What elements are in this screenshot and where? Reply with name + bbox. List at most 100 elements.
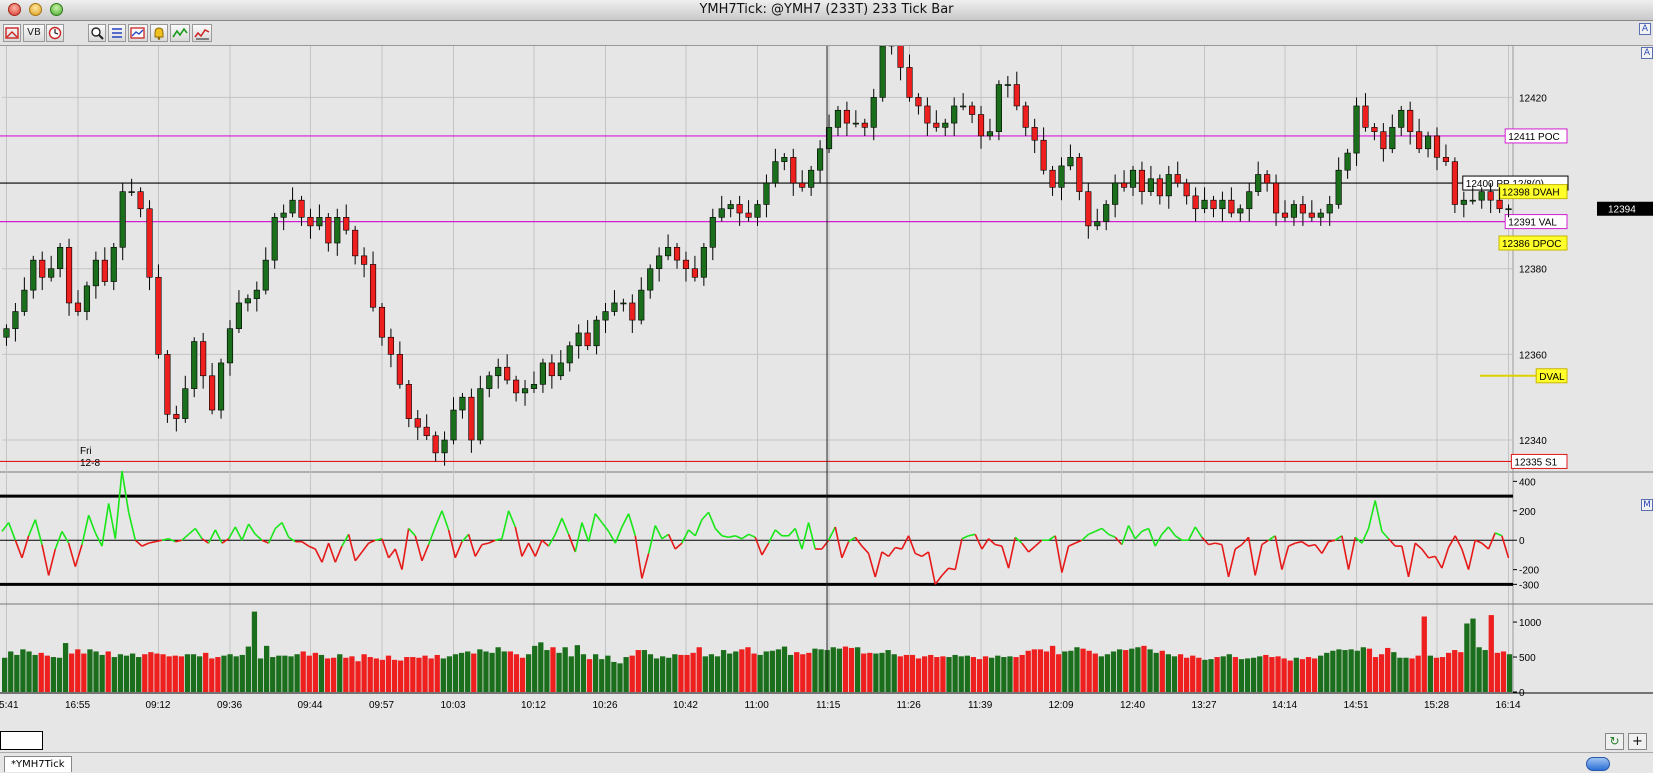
refresh-icon[interactable]: ↻ bbox=[1605, 733, 1624, 750]
list-icon[interactable] bbox=[108, 24, 126, 42]
osc-segment bbox=[361, 542, 370, 553]
candle bbox=[1174, 174, 1181, 184]
candle bbox=[1478, 191, 1485, 201]
volume-bar bbox=[733, 651, 739, 692]
candle bbox=[763, 182, 770, 205]
osc-segment bbox=[1167, 526, 1176, 537]
horizontal-scroll-thumb[interactable] bbox=[1586, 757, 1610, 771]
clock-icon[interactable] bbox=[46, 24, 64, 42]
osc-segment bbox=[27, 519, 37, 537]
volume-bar bbox=[178, 656, 184, 692]
crosshair-icon[interactable] bbox=[3, 24, 21, 42]
volume-bar bbox=[111, 657, 117, 692]
candle bbox=[39, 259, 46, 278]
level-label-box bbox=[1510, 453, 1568, 469]
volume-bar bbox=[361, 654, 367, 692]
volume-bar bbox=[897, 656, 903, 692]
volume-bar bbox=[196, 656, 203, 692]
candle bbox=[638, 289, 645, 321]
minimize-window-button[interactable] bbox=[29, 3, 42, 16]
date-marker-day: Fri bbox=[80, 446, 92, 457]
volume-bar bbox=[343, 657, 349, 692]
volume-bar bbox=[1086, 650, 1092, 692]
volume-bar bbox=[1324, 652, 1330, 692]
price-tick-label: 12380 bbox=[1519, 265, 1547, 276]
volume-bar bbox=[970, 657, 977, 692]
osc-segment bbox=[1481, 542, 1490, 550]
candle bbox=[521, 388, 529, 394]
time-tick-label: 10:03 bbox=[441, 700, 466, 711]
volume-bar bbox=[1385, 647, 1391, 692]
volume-bar bbox=[1506, 654, 1513, 692]
volume-bar bbox=[440, 658, 446, 692]
price-panel-a-button[interactable]: A bbox=[1641, 47, 1653, 59]
osc-segment bbox=[7, 522, 17, 541]
volume-bar bbox=[538, 642, 544, 692]
candle bbox=[1121, 182, 1128, 188]
osc-segment bbox=[261, 539, 269, 544]
volume-bar bbox=[915, 658, 922, 692]
osc-segment bbox=[67, 542, 77, 567]
candle bbox=[1210, 199, 1217, 210]
panel-a-button[interactable]: A bbox=[1639, 23, 1651, 35]
plus-icon[interactable]: + bbox=[1628, 733, 1647, 750]
volume-bar bbox=[599, 659, 605, 692]
chart-format-icon[interactable] bbox=[128, 24, 148, 42]
time-tick-label: 11:15 bbox=[816, 700, 841, 711]
volume-bar bbox=[117, 654, 124, 692]
candle bbox=[772, 161, 779, 184]
volume-bar bbox=[215, 657, 221, 692]
volume-bar bbox=[391, 659, 398, 692]
osc-segment bbox=[74, 544, 83, 567]
candle bbox=[155, 276, 162, 355]
alert-bell-icon[interactable] bbox=[150, 24, 168, 42]
osc-segment bbox=[848, 536, 856, 543]
candle bbox=[691, 268, 698, 278]
volume-bar bbox=[525, 654, 532, 692]
volume-bar bbox=[422, 655, 428, 692]
symbol-tab[interactable]: *YMH7Tick bbox=[4, 756, 72, 772]
volume-bar bbox=[678, 654, 684, 692]
volume-bar bbox=[1110, 651, 1117, 692]
osc-segment bbox=[1101, 527, 1110, 535]
candle bbox=[343, 217, 350, 231]
candle bbox=[1505, 208, 1512, 211]
volume-bar bbox=[1202, 659, 1208, 692]
zoom-window-button[interactable] bbox=[50, 3, 63, 16]
osc-segment bbox=[694, 519, 703, 537]
indicator-icon[interactable] bbox=[170, 24, 190, 42]
volume-bar bbox=[794, 652, 800, 692]
osc-segment bbox=[41, 544, 50, 576]
oscillator-panel: 400 200 0 -200 -300 bbox=[0, 470, 1653, 605]
volume-bar bbox=[775, 649, 782, 692]
volume-bar bbox=[245, 646, 252, 692]
study-icon[interactable] bbox=[192, 24, 212, 42]
chart-area[interactable]: 124201240012380123601234012411 POC12400 … bbox=[0, 46, 1653, 752]
osc-segment bbox=[207, 529, 217, 544]
volume-bar bbox=[142, 654, 148, 692]
volume-bar bbox=[507, 651, 513, 692]
time-tick-label: 10:26 bbox=[593, 700, 618, 711]
vb-button[interactable]: VB bbox=[23, 24, 45, 42]
candle bbox=[110, 246, 117, 282]
time-tick-label: 09:36 bbox=[217, 700, 242, 711]
volume-bar bbox=[1470, 618, 1476, 692]
volume-bar bbox=[105, 651, 111, 692]
volume-bar bbox=[81, 653, 87, 692]
volume-bar bbox=[416, 657, 422, 692]
close-window-button[interactable] bbox=[8, 3, 21, 16]
candle bbox=[226, 328, 234, 364]
osc-segment bbox=[274, 521, 283, 530]
zoom-icon[interactable] bbox=[88, 24, 106, 42]
osc-segment bbox=[1114, 536, 1123, 546]
volume-bar bbox=[1293, 657, 1299, 692]
volume-bar bbox=[160, 654, 166, 692]
volume-bar bbox=[14, 654, 20, 692]
candle bbox=[387, 336, 394, 355]
candle bbox=[325, 217, 332, 244]
candle bbox=[1469, 199, 1476, 202]
time-tick-label: 12:09 bbox=[1048, 700, 1073, 711]
candle bbox=[1237, 208, 1244, 214]
indicator-panel-m-button[interactable]: M bbox=[1641, 499, 1653, 511]
osc-segment bbox=[641, 553, 650, 579]
